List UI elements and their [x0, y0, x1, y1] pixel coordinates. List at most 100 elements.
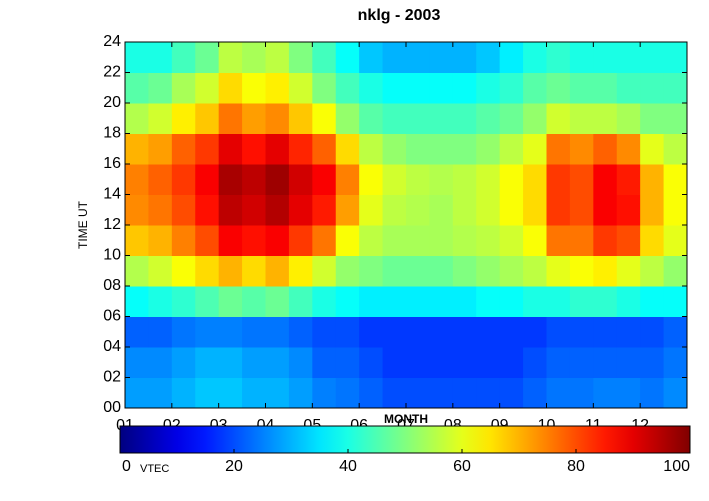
- heatmap-cell: [195, 72, 220, 104]
- colorbar-tick-label: 20: [225, 458, 243, 475]
- heatmap-cell: [242, 377, 266, 409]
- heatmap-cell: [546, 72, 571, 104]
- y-tick-label: 06: [103, 308, 121, 325]
- heatmap-cell: [312, 377, 337, 409]
- heatmap-cell: [452, 377, 477, 409]
- heatmap-cell: [499, 133, 524, 165]
- heatmap-cell: [195, 133, 220, 165]
- heatmap-cell: [359, 225, 384, 256]
- heatmap-cell: [640, 377, 665, 409]
- heatmap-cell: [616, 72, 641, 104]
- heatmap-cell: [335, 225, 360, 256]
- heatmap-cell: [406, 377, 430, 409]
- heatmap-cell: [616, 286, 641, 317]
- heatmap-cell: [523, 72, 547, 104]
- heatmap-cell: [406, 316, 430, 348]
- heatmap-cell: [406, 164, 430, 195]
- heatmap-cell: [265, 377, 290, 409]
- heatmap-cell: [640, 42, 665, 73]
- heatmap-cell: [218, 42, 243, 73]
- y-tick-label: 08: [103, 277, 121, 294]
- heatmap-cell: [546, 347, 571, 378]
- heatmap-cell: [288, 72, 313, 104]
- heatmap-cell: [312, 347, 337, 378]
- heatmap-cell: [640, 255, 665, 287]
- heatmap-cell: [218, 286, 243, 317]
- heatmap-cell: [429, 72, 454, 104]
- heatmap-cell: [171, 225, 196, 256]
- heatmap-cell: [312, 255, 337, 287]
- heatmap-cell: [148, 42, 173, 73]
- heatmap-cell: [569, 347, 594, 378]
- heatmap-cell: [640, 103, 665, 134]
- heatmap-cell: [663, 255, 688, 287]
- heatmap-cell: [382, 164, 407, 195]
- heatmap-cell: [335, 347, 360, 378]
- heatmap-cell: [593, 42, 618, 73]
- heatmap-cell: [265, 164, 290, 195]
- heatmap-cell: [218, 133, 243, 165]
- heatmap-cell: [593, 347, 618, 378]
- heatmap-cell: [288, 316, 313, 348]
- heatmap-cell: [148, 164, 173, 195]
- heatmap-cell: [452, 103, 477, 134]
- heatmap-cell: [616, 255, 641, 287]
- heatmap-cell: [195, 316, 220, 348]
- y-tick-label: 20: [103, 94, 121, 111]
- heatmap-cell: [640, 316, 665, 348]
- heatmap-cell: [382, 103, 407, 134]
- y-tick-label: 18: [103, 125, 121, 142]
- heatmap-cell: [523, 194, 547, 226]
- heatmap-cell: [335, 316, 360, 348]
- heatmap-cell: [429, 164, 454, 195]
- heatmap-cell: [335, 133, 360, 165]
- heatmap-cell: [265, 42, 290, 73]
- heatmap-cell: [569, 286, 594, 317]
- heatmap-cell: [382, 286, 407, 317]
- heatmap-cell: [382, 72, 407, 104]
- heatmap-cell: [452, 286, 477, 317]
- heatmap-cell: [663, 225, 688, 256]
- heatmap-cell: [476, 347, 501, 378]
- heatmap-cell: [523, 316, 547, 348]
- heatmap-cell: [593, 133, 618, 165]
- heatmap-cell: [452, 225, 477, 256]
- heatmap-cell: [640, 72, 665, 104]
- heatmap-cell: [242, 72, 266, 104]
- heatmap-cell: [523, 133, 547, 165]
- heatmap-cell: [288, 194, 313, 226]
- heatmap-cell: [125, 164, 149, 195]
- heatmap-cell: [476, 286, 501, 317]
- colorbar-label: VTEC: [140, 463, 169, 475]
- heatmap-cell: [382, 347, 407, 378]
- heatmap-cell: [359, 133, 384, 165]
- heatmap-cell: [429, 255, 454, 287]
- heatmap-cell: [569, 133, 594, 165]
- heatmap-cell: [429, 42, 454, 73]
- heatmap-cell: [242, 194, 266, 226]
- heatmap-cell: [616, 194, 641, 226]
- heatmap-cell: [523, 103, 547, 134]
- heatmap-cell: [218, 347, 243, 378]
- heatmap-cell: [499, 42, 524, 73]
- heatmap-cell: [312, 103, 337, 134]
- heatmap-cell: [429, 103, 454, 134]
- heatmap-cell: [125, 133, 149, 165]
- heatmap-cell: [616, 377, 641, 409]
- heatmap-cell: [242, 133, 266, 165]
- heatmap-cell: [288, 225, 313, 256]
- y-tick-label: 02: [103, 369, 121, 386]
- heatmap-cell: [125, 225, 149, 256]
- heatmap-cell: [616, 347, 641, 378]
- heatmap-cell: [476, 42, 501, 73]
- heatmap-cell: [335, 286, 360, 317]
- heatmap-cell: [359, 286, 384, 317]
- heatmap-cell: [312, 286, 337, 317]
- heatmap-cell: [359, 194, 384, 226]
- heatmap-cell: [171, 255, 196, 287]
- y-tick-label: 24: [103, 33, 121, 50]
- colorbar-tick-label: 60: [453, 458, 471, 475]
- heatmap-cell: [335, 103, 360, 134]
- heatmap-cell: [616, 316, 641, 348]
